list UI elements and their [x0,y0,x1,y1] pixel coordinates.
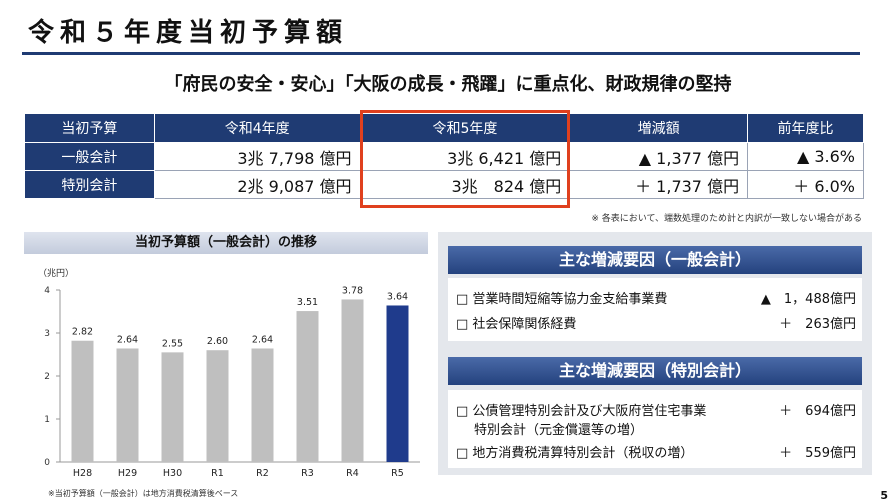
factor-label: □ 公債管理特別会計及び大阪府営住宅事業 [456,404,707,419]
bar-value-label: 2.60 [207,336,228,347]
bar-value-label: 3.64 [387,291,408,302]
cell-diff: ▲ 1,377 億円 [569,142,749,171]
header-diff: 増減額 [569,113,749,143]
cell-r4: 3兆 7,798 億円 [153,142,361,171]
bar-value-label: 3.51 [297,297,318,308]
factor-value: ＋ 694億円 [779,404,856,419]
x-tick-label: R3 [301,468,314,479]
bar [296,311,319,462]
bar-value-label: 2.64 [117,334,138,345]
factor-label-line2: 特別会計（元金償還等の増） [474,423,644,438]
table-row: 一般会計 3兆 7,798 億円 3兆 6,421 億円 ▲ 1,377 億円 … [24,142,864,171]
bar [71,340,94,462]
x-tick-label: R5 [391,468,404,479]
x-tick-label: R1 [211,468,224,479]
page-title: 令和５年度当初予算額 [28,18,349,48]
budget-trend-chart: （兆円） 0 1 2 3 4 2.82 H28 2.64 H29 2.55 H30 2.60 R1 2.6… [38,268,420,479]
cell-r5: 3兆 824 億円 [359,170,571,199]
y-tick-label: 3 [44,329,50,339]
factor-value: ▲ 1，488億円 [760,292,856,307]
factors-panel: 主な増減要因（一般会計） □ 営業時間短縮等協力金支給事業費 ▲ 1，488億円… [438,232,872,475]
cell-r4: 2兆 9,087 億円 [153,170,361,199]
bar [386,305,409,462]
header-budget: 当初予算 [24,113,155,143]
factor-value: ＋ 263億円 [779,317,856,332]
bar-value-label: 2.64 [252,334,273,345]
row-label-general: 一般会計 [24,142,155,171]
chart-title: 当初予算額（一般会計）の推移 [24,232,428,254]
table-row: 特別会計 2兆 9,087 億円 3兆 824 億円 ＋ 1,737 億円 ＋ … [24,170,864,199]
special-factors-list: □ 公債管理特別会計及び大阪府営住宅事業 ＋ 694億円 特別会計（元金償還等の… [448,390,862,468]
row-label-special: 特別会計 [24,170,155,199]
y-tick-label: 4 [44,286,50,296]
x-tick-label: H30 [163,468,182,479]
bar [251,348,274,462]
bar-value-label: 3.78 [342,285,363,296]
table-note: ※ 各表において、端数処理のため計と内訳が一致しない場合がある [591,214,862,224]
header-r4: 令和4年度 [153,113,361,143]
y-tick-label: 2 [44,372,50,382]
x-tick-label: H29 [118,468,137,479]
header-ratio: 前年度比 [747,113,864,143]
bar [161,352,184,462]
special-factors-header: 主な増減要因（特別会計） [448,357,862,385]
budget-table: 当初予算 令和4年度 令和5年度 増減額 前年度比 一般会計 3兆 7,798 … [24,113,864,199]
chart-note: ※当初予算額（一般会計）は地方消費税清算後ベース [48,489,239,498]
cell-ratio: ▲ 3.6% [747,142,864,171]
bar [116,348,139,462]
page-subtitle: 「府民の安全・安心」「大阪の成長・飛躍」に重点化、財政規律の堅持 [164,74,732,95]
cell-diff: ＋ 1,737 億円 [569,170,749,199]
table-header-row: 当初予算 令和4年度 令和5年度 増減額 前年度比 [24,113,864,143]
bar [341,299,364,462]
cell-ratio: ＋ 6.0% [747,170,864,199]
factor-label: □ 社会保障関係経費 [456,317,577,332]
cell-r5: 3兆 6,421 億円 [359,142,571,171]
factor-value: ＋ 559億円 [779,446,856,461]
x-tick-label: R2 [256,468,269,479]
x-tick-label: H28 [73,468,92,479]
general-factors-header: 主な増減要因（一般会計） [448,246,862,274]
bar-value-label: 2.55 [162,338,183,349]
factor-label: □ 地方消費税清算特別会計（税収の増） [456,446,694,461]
x-tick-label: R4 [346,468,359,479]
y-axis-unit: （兆円） [38,268,74,279]
y-tick-label: 1 [44,415,50,425]
bar-value-label: 2.82 [72,327,93,338]
page-number: 5 [880,489,888,502]
bar [206,350,229,462]
y-tick-label: 0 [44,458,50,468]
title-divider [22,52,860,55]
factor-label: □ 営業時間短縮等協力金支給事業費 [456,292,668,307]
r5-highlight-frame [360,110,570,208]
general-factors-list: □ 営業時間短縮等協力金支給事業費 ▲ 1，488億円 □ 社会保障関係経費 ＋… [448,278,862,341]
